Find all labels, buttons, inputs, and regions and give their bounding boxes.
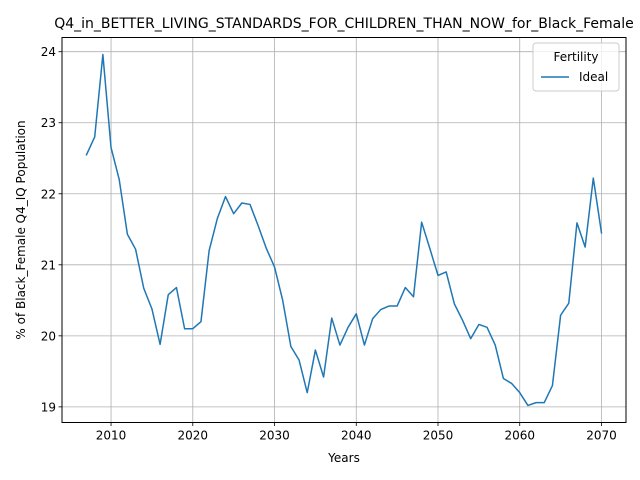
series-line-ideal: [85, 53, 603, 407]
x-tick-label: 2020: [178, 429, 209, 443]
y-axis-ticks: 19 20 21 22 23 24: [41, 45, 62, 414]
legend-entry-ideal: Ideal: [579, 70, 608, 84]
legend-title: Fertility: [553, 50, 598, 64]
y-axis-label: % of Black_Female Q4_IQ Population: [14, 120, 28, 339]
x-tick-label: 2030: [259, 429, 290, 443]
x-tick-label: 2070: [586, 429, 617, 443]
legend-box: [532, 42, 620, 92]
x-axis-ticks: 2010 2020 2030 2040 2050 2060 2070: [96, 422, 617, 443]
chart-title: Q4_in_BETTER_LIVING_STANDARDS_FOR_CHILDR…: [54, 16, 634, 32]
x-tick-label: 2040: [341, 429, 372, 443]
grid-lines: [62, 37, 626, 423]
y-tick-label: 22: [41, 187, 56, 201]
y-tick-label: 19: [41, 400, 56, 414]
plot-area: [85, 53, 603, 407]
x-tick-label: 2010: [96, 429, 127, 443]
legend: Fertility Ideal: [532, 42, 620, 92]
x-tick-label: 2050: [423, 429, 454, 443]
x-tick-label: 2060: [504, 429, 535, 443]
x-axis-label: Years: [327, 451, 360, 465]
y-tick-label: 24: [41, 45, 56, 59]
axes-frame: [61, 37, 627, 423]
y-tick-label: 20: [41, 329, 56, 343]
y-tick-label: 23: [41, 116, 56, 130]
y-tick-label: 21: [41, 258, 56, 272]
